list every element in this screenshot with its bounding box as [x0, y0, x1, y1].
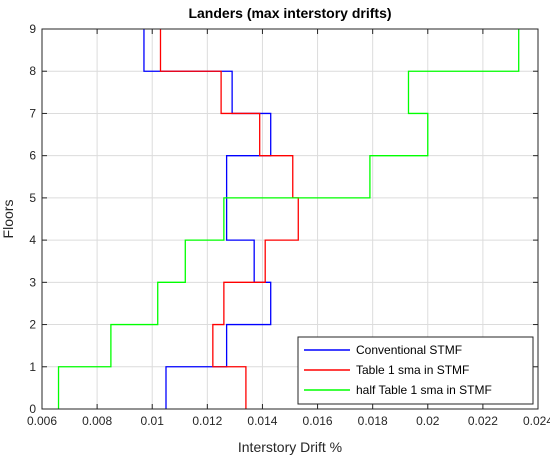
legend-label-1: Conventional STMF [356, 343, 462, 357]
x-tick-label: 0.012 [192, 414, 222, 428]
x-tick-label: 0.024 [523, 414, 550, 428]
x-axis-label: Interstory Drift % [238, 439, 342, 455]
legend-items: Conventional STMF Table 1 sma in STMF half… [304, 343, 492, 397]
series-line-1 [143, 29, 272, 409]
y-tick-label: 2 [29, 318, 36, 332]
y-tick-label: 8 [29, 64, 36, 78]
chart-title: Landers (max interstory drifts) [188, 5, 391, 21]
series-line-2 [159, 29, 299, 409]
y-tick-label: 0 [29, 402, 36, 416]
y-tick-label: 5 [29, 191, 36, 205]
legend-label-2: Table 1 sma in STMF [356, 363, 469, 377]
x-tick-label: 0.018 [358, 414, 388, 428]
legend-label-3: half Table 1 sma in STMF [356, 383, 492, 397]
y-tick-label: 1 [29, 360, 36, 374]
y-tick-label: 7 [29, 106, 36, 120]
axes-box [41, 28, 539, 410]
y-axis-label: Floors [0, 200, 16, 239]
y-tick-label: 9 [29, 22, 36, 36]
x-tick-label: 0.014 [247, 414, 277, 428]
series-line-3 [57, 29, 520, 409]
x-tick-label: 0.01 [141, 414, 165, 428]
x-tick-label: 0.006 [27, 414, 57, 428]
x-tick-label: 0.02 [416, 414, 440, 428]
ticks: 0.006 0.008 0.01 0.012 0.014 0.016 0.018 0.02 0.… [27, 22, 550, 428]
x-tick-label: 0.022 [468, 414, 498, 428]
y-tick-label: 6 [29, 149, 36, 163]
series-layer [57, 29, 520, 409]
y-tick-label: 3 [29, 275, 36, 289]
legend: Conventional STMF Table 1 sma in STMF half… [297, 336, 534, 405]
y-tick-label: 4 [29, 233, 36, 247]
x-tick-label: 0.016 [303, 414, 333, 428]
x-tick-label: 0.008 [82, 414, 112, 428]
